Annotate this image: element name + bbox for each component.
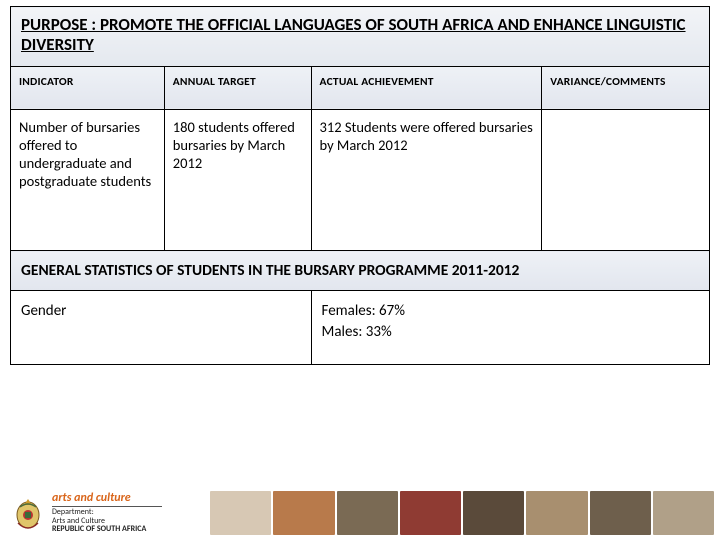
cell-indicator: Number of bursaries offered to undergrad… [11,109,165,251]
col-header-variance: VARIANCE/COMMENTS [542,66,710,109]
footer-tile [273,491,334,535]
stats-title: GENERAL STATISTICS OF STUDENTS IN THE BU… [11,251,710,291]
stats-value: Females: 67% Males: 33% [311,291,709,365]
main-table: PURPOSE : PROMOTE THE OFFICIAL LANGUAGES… [10,6,710,365]
page-title: PURPOSE : PROMOTE THE OFFICIAL LANGUAGES… [21,14,686,55]
footer-tile [526,491,587,535]
footer-tile [400,491,461,535]
footer-tile [210,491,271,535]
footer-tile [653,491,714,535]
cell-target: 180 students offered bursaries by March … [164,109,311,251]
stats-title-row: GENERAL STATISTICS OF STUDENTS IN THE BU… [11,251,710,291]
footer: arts and culture Department: Arts and Cu… [0,486,720,540]
footer-tile [337,491,398,535]
cell-variance [542,109,710,251]
coat-of-arms-icon [10,493,46,533]
col-header-indicator: INDICATOR [11,66,165,109]
title-row: PURPOSE : PROMOTE THE OFFICIAL LANGUAGES… [11,7,710,67]
stats-row: Gender Females: 67% Males: 33% [11,291,710,365]
footer-strip [210,491,720,535]
cell-achievement: 312 Students were offered bursaries by M… [311,109,542,251]
logo-rsa: REPUBLIC OF SOUTH AFRICA [52,525,162,534]
table-row: Number of bursaries offered to undergrad… [11,109,710,251]
footer-tile [590,491,651,535]
footer-tile [463,491,524,535]
col-header-target: ANNUAL TARGET [164,66,311,109]
col-header-achievement: ACTUAL ACHIEVEMENT [311,66,542,109]
logo-brand: arts and culture [52,492,162,505]
stats-label: Gender [11,291,312,365]
logo: arts and culture Department: Arts and Cu… [0,492,210,535]
header-row: INDICATOR ANNUAL TARGET ACTUAL ACHIEVEME… [11,66,710,109]
logo-dept: Department: Arts and Culture [52,508,162,526]
